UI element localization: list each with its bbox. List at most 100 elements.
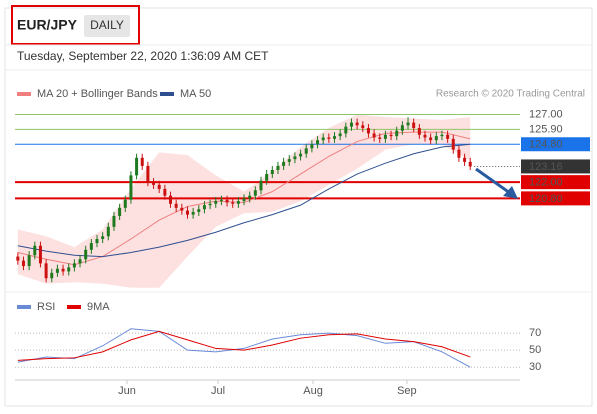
candle-body — [135, 157, 139, 176]
source: Research © 2020 Trading Central — [436, 89, 585, 100]
legend-swatch — [17, 305, 31, 309]
level-label: 122.00 — [529, 177, 563, 189]
candle-body — [78, 259, 82, 264]
candle-body — [236, 201, 240, 204]
level-label: 124.80 — [529, 139, 563, 151]
x-tick-label: Aug — [303, 385, 323, 397]
candle-body — [242, 198, 246, 202]
candle-body — [299, 153, 303, 157]
legend-label: MA 50 — [180, 88, 211, 100]
candle-body — [61, 268, 65, 272]
candle-body — [163, 188, 167, 196]
level-box — [521, 137, 590, 152]
candle-body — [214, 201, 218, 204]
rsi-line — [17, 328, 471, 368]
rsi-tick-label: 70 — [529, 327, 541, 339]
candle-body — [140, 157, 144, 166]
candle-body — [208, 203, 212, 206]
candle-body — [72, 263, 76, 268]
candle-body — [265, 174, 269, 181]
candle-body — [16, 256, 20, 261]
candle-body — [349, 122, 353, 127]
candle-body — [406, 122, 410, 126]
candle-body — [463, 157, 467, 162]
legend-label: RSI — [37, 301, 55, 313]
candle-body — [344, 126, 348, 134]
candle-body — [259, 180, 263, 191]
level-label: 125.90 — [529, 123, 563, 135]
candle-body — [152, 182, 156, 185]
forecast-arrowhead — [503, 186, 518, 199]
candle-body — [378, 137, 382, 139]
candle-body — [95, 238, 99, 244]
candle-body — [106, 226, 110, 237]
candle-body — [423, 134, 427, 138]
candle-body — [197, 209, 201, 212]
candle-body — [123, 199, 127, 208]
rsi-line — [17, 330, 471, 361]
candle-body — [338, 133, 342, 137]
candle-body — [202, 205, 206, 210]
candle-body — [146, 165, 150, 183]
candle-body — [185, 210, 189, 215]
timeframe-badge — [84, 15, 130, 37]
x-tick-label: Sep — [397, 385, 417, 397]
candle-body — [169, 195, 173, 204]
panel-frame — [4, 7, 593, 407]
candle-body — [118, 207, 122, 216]
timeframe: DAILY — [90, 18, 124, 32]
candle-body — [253, 190, 257, 196]
candle-body — [310, 144, 314, 149]
candle-body — [89, 243, 93, 250]
level-box — [521, 191, 590, 206]
legend-swatch — [67, 305, 81, 309]
x-tick-label: Jun — [118, 385, 136, 397]
header-highlight — [11, 5, 140, 45]
candle-body — [400, 125, 404, 131]
candle-body — [191, 211, 195, 215]
candle-body — [457, 149, 461, 158]
candle-body — [270, 169, 274, 175]
candle-body — [50, 272, 54, 279]
candle-body — [440, 134, 444, 137]
candle-body — [27, 255, 31, 267]
candle-body — [21, 260, 25, 267]
candle-body — [287, 159, 291, 162]
candle-body — [180, 207, 184, 211]
candle-body — [282, 161, 286, 166]
candle-body — [451, 138, 455, 150]
candle-body — [355, 122, 359, 126]
candle-body — [225, 199, 229, 203]
candle-body — [129, 175, 133, 200]
legend-swatch — [17, 92, 31, 96]
candle-body — [101, 236, 105, 239]
ma50-line — [17, 143, 471, 258]
rsi-tick-label: 30 — [529, 361, 541, 373]
candle-body — [248, 195, 252, 199]
candle-body — [276, 165, 280, 170]
candle-body — [219, 199, 223, 202]
candle-body — [293, 156, 297, 160]
candle-body — [174, 203, 178, 208]
rsi-tick-label: 50 — [529, 344, 541, 356]
x-tick-label: Jul — [211, 385, 225, 397]
candle-body — [434, 136, 438, 141]
date: Tuesday, September 22, 2020 1:36:09 AM C… — [17, 49, 269, 63]
candle-body — [361, 125, 365, 129]
candle-body — [417, 128, 421, 135]
candle-body — [38, 245, 42, 264]
candle-body — [55, 268, 59, 273]
candle-body — [316, 140, 320, 145]
candle-body — [84, 249, 88, 260]
candle-body — [383, 134, 387, 139]
candle-body — [231, 202, 235, 204]
candle-body — [112, 215, 116, 227]
level-box — [521, 175, 590, 190]
candle-body — [395, 130, 399, 137]
level-label: 123.16 — [529, 161, 563, 173]
legend-label: MA 20 + Bollinger Bands — [37, 88, 158, 100]
candle-body — [366, 128, 370, 134]
level-label: 127.00 — [529, 108, 563, 120]
legend-swatch — [160, 92, 174, 96]
